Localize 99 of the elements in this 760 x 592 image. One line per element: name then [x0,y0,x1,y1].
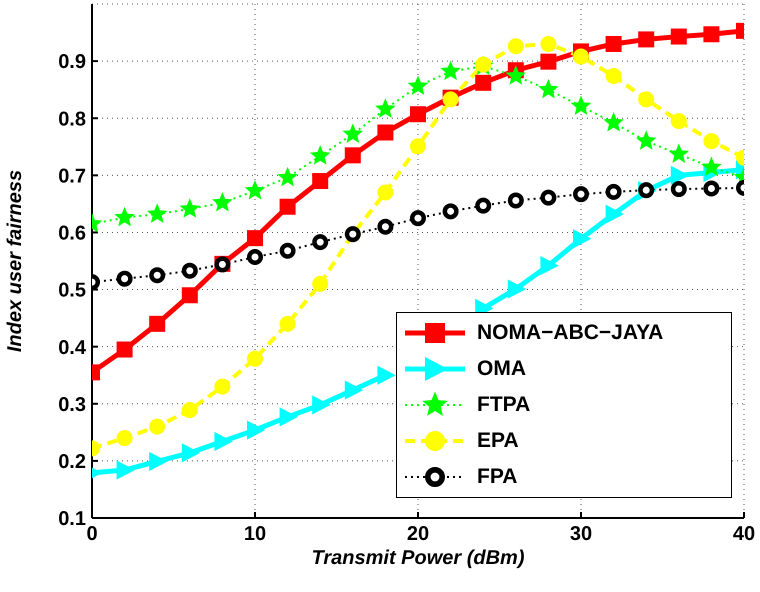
point [375,98,396,118]
point [277,166,298,186]
y-tick-label: 0.2 [58,450,86,473]
point [570,95,592,115]
x-tick-label: 10 [244,523,266,546]
point [247,350,263,367]
point [280,242,296,259]
point [440,60,461,80]
point [508,192,524,208]
point [180,198,200,218]
x-tick-label: 30 [570,523,592,546]
point [573,48,589,65]
point [312,276,328,292]
point [114,206,135,226]
point [540,36,556,52]
y-tick-label: 0.9 [58,51,86,74]
point [540,190,556,206]
point [410,210,426,226]
legend-label: FTPA [477,393,530,417]
point [149,316,166,332]
point [342,123,364,143]
point [540,54,556,70]
point [442,203,459,220]
point [606,204,624,224]
point [247,230,263,246]
legend-label: FPA [477,465,518,489]
point [182,443,200,462]
point [377,184,394,200]
point [116,342,133,358]
y-tick-label: 0.8 [58,108,86,130]
point [638,31,654,48]
point [312,395,331,415]
point [344,380,364,400]
legend-label: EPA [477,429,519,453]
point [116,270,133,287]
point [214,378,230,395]
point [670,181,687,198]
point [573,229,592,248]
point [182,402,198,418]
point [606,36,622,52]
point [408,75,428,95]
point [410,138,426,154]
point [116,460,135,480]
point [377,366,396,385]
point [606,68,622,84]
legend-label: NOMA−ABC−JAYA [477,321,664,345]
point [636,130,656,150]
point [280,198,296,215]
legend-label: OMA [477,357,526,381]
point [377,218,394,235]
y-tick-label: 0.5 [58,280,86,302]
point [701,156,722,176]
point [280,316,296,332]
point [149,418,166,435]
x-axis-title: Transmit Power (dBm) [312,547,525,569]
point [670,28,687,45]
y-tick-label: 0.3 [58,394,86,416]
y-axis-title: Index user fairness [4,170,26,352]
point [182,287,198,304]
point [475,74,492,91]
point [703,133,720,150]
point [606,184,622,200]
y-tick-label: 0.7 [58,165,86,188]
point [244,180,266,200]
point [116,430,133,446]
point [508,38,524,54]
point [247,249,263,265]
point [540,256,559,276]
x-tick-label: 0 [86,523,98,546]
point [182,262,198,279]
point [508,279,526,299]
point [703,180,720,196]
point [573,186,589,202]
point [475,198,492,214]
point [214,432,233,452]
y-tick-label: 0.1 [58,508,86,530]
y-tick-label: 0.4 [58,336,87,359]
point [149,267,166,284]
point [538,78,559,98]
point [149,452,168,472]
point [703,26,720,42]
point [410,106,426,122]
x-tick-label: 40 [732,523,756,546]
y-tick-label: 0.6 [58,222,86,245]
point [377,124,394,140]
point [212,192,233,212]
point [603,112,624,132]
x-tick-label: 20 [406,523,430,546]
point [670,113,687,130]
point [344,147,361,164]
point [247,420,266,440]
point [668,143,690,163]
point [280,407,298,427]
point [146,203,168,223]
point [506,65,526,85]
point [310,145,330,165]
point [312,173,328,190]
point [312,234,328,250]
point [638,91,654,108]
